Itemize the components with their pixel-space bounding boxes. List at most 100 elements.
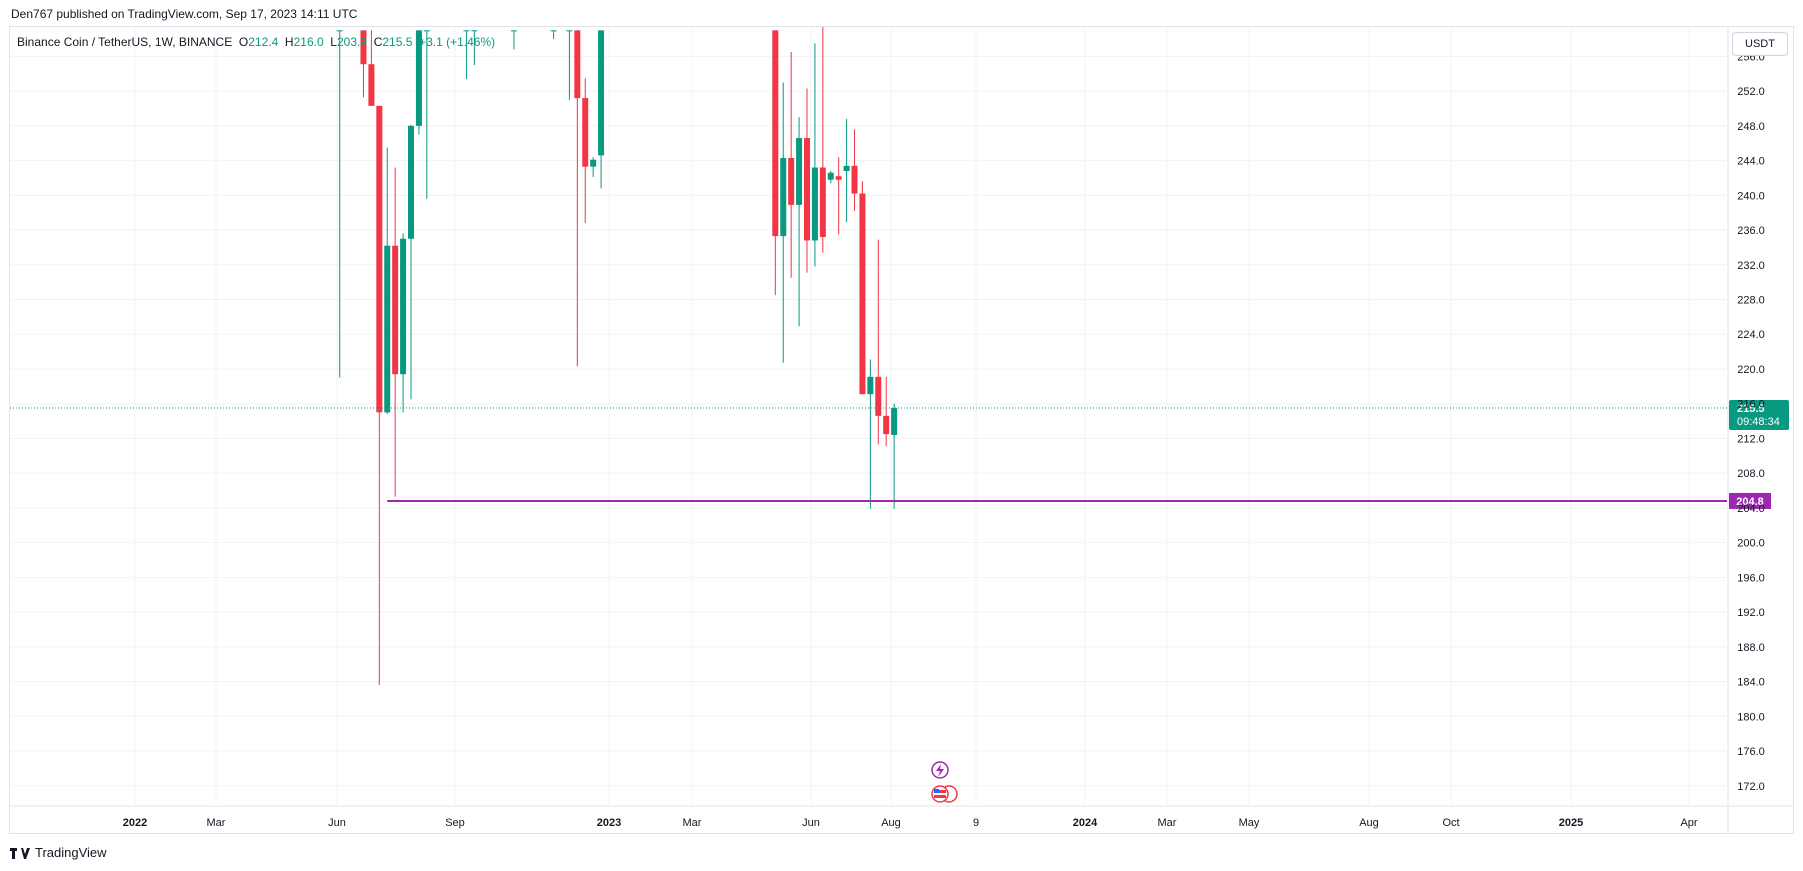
candle-body	[891, 408, 898, 435]
candle-body	[851, 165, 858, 194]
candle-body	[883, 415, 890, 435]
x-tick-label: Aug	[1359, 817, 1379, 829]
y-tick-label: 172.0	[1737, 781, 1765, 793]
candle-body	[590, 159, 597, 167]
x-tick-label: 9	[973, 817, 979, 829]
candle-body	[574, 30, 581, 99]
y-tick-label: 236.0	[1737, 225, 1765, 237]
y-tick-label: 196.0	[1737, 572, 1765, 584]
flag-canton	[934, 789, 939, 793]
last-price-tag	[1729, 400, 1789, 431]
y-tick-label: 212.0	[1737, 433, 1765, 445]
currency-button[interactable]: USDT	[1732, 32, 1788, 56]
brand-footer[interactable]: TradingView	[9, 845, 107, 860]
low-label: L	[330, 35, 337, 49]
horizontal-level: 204.8 215.509:48:34	[10, 400, 1789, 509]
candle-body	[875, 376, 882, 416]
candle-body	[827, 172, 834, 180]
x-tick-label: Mar	[207, 817, 226, 829]
x-tick-label: 2025	[1559, 817, 1583, 829]
candle-body	[867, 376, 874, 395]
brand-name: TradingView	[35, 845, 107, 860]
y-tick-label: 232.0	[1737, 260, 1765, 272]
x-tick-label: Mar	[1158, 817, 1177, 829]
x-tick-label: Aug	[881, 817, 901, 829]
y-tick-label: 248.0	[1737, 121, 1765, 133]
y-tick-label: 220.0	[1737, 364, 1765, 376]
x-tick-label: Sep	[445, 817, 465, 829]
candle-body	[423, 30, 430, 32]
y-tick-label: 240.0	[1737, 190, 1765, 202]
high-value: 216.0	[293, 35, 324, 49]
candle-body	[336, 30, 343, 32]
chart-frame[interactable]	[9, 26, 1794, 834]
grid-lines	[10, 27, 1727, 804]
x-tick-label: Mar	[683, 817, 702, 829]
close-value: 215.5	[382, 35, 413, 49]
candle-body	[384, 245, 391, 413]
candle-body	[772, 30, 779, 237]
y-tick-label: 252.0	[1737, 86, 1765, 98]
x-tick-label: Jun	[328, 817, 346, 829]
candle-body	[835, 176, 842, 180]
candle-body	[360, 30, 367, 65]
low-value: 203.9	[336, 35, 368, 49]
level-price-label: 204.8	[1736, 496, 1764, 508]
publish-info: Den767 published on TradingView.com, Sep…	[11, 7, 358, 21]
candle-body	[510, 30, 517, 32]
candle-body	[400, 238, 407, 375]
y-tick-label: 204.0	[1737, 503, 1765, 515]
x-tick-label: 2022	[123, 817, 147, 829]
tradingview-logo-icon	[10, 847, 30, 859]
us-flag-icon	[931, 785, 949, 803]
candle-body	[582, 98, 589, 167]
candle-body	[415, 30, 422, 126]
level-price-tag	[1729, 492, 1771, 509]
candle-body	[463, 30, 470, 32]
candle-body	[566, 30, 573, 32]
candle-body	[408, 125, 414, 239]
y-tick-label: 228.0	[1737, 295, 1765, 307]
candles	[336, 27, 898, 686]
y-tick-label: 180.0	[1737, 711, 1765, 723]
candle-body	[804, 138, 810, 241]
y-tick-label: 244.0	[1737, 156, 1765, 168]
y-tick-label: 224.0	[1737, 329, 1765, 341]
candle-body	[788, 157, 795, 205]
x-tick-label: 2023	[597, 817, 621, 829]
candle-body	[780, 157, 787, 237]
candle-body	[376, 105, 383, 413]
candle-body	[796, 138, 803, 205]
y-tick-label: 192.0	[1737, 607, 1765, 619]
candle-body	[843, 165, 850, 172]
x-tick-label: Oct	[1442, 817, 1459, 829]
x-tick-label: Jun	[802, 817, 820, 829]
high-label: H	[284, 35, 294, 49]
last-price-label: 215.5	[1737, 403, 1765, 415]
event-markers	[931, 761, 958, 803]
x-tick-label: May	[1239, 817, 1260, 829]
change-value: +3.1 (+1.46%)	[419, 35, 496, 49]
candle-body	[392, 245, 399, 375]
candle-body	[811, 167, 818, 241]
candle-body	[471, 30, 478, 32]
y-tick-label: 188.0	[1737, 642, 1765, 654]
y-tick-label: 216.0	[1737, 399, 1765, 411]
open-label: O	[238, 35, 249, 49]
symbol-title: Binance Coin / TetherUS, 1W, BINANCE	[17, 35, 233, 49]
y-tick-label: 176.0	[1737, 746, 1765, 758]
symbol-legend: Binance Coin / TetherUS, 1W, BINANCE O21…	[17, 35, 495, 49]
candle-body	[368, 64, 375, 106]
time-axis: 2022 Mar Jun Sep 2023 Mar Jun Aug 9 2024 Mar May Aug…	[10, 805, 1793, 829]
lightning-glyph	[936, 764, 944, 777]
candle-body	[859, 193, 866, 395]
candle-body	[598, 30, 605, 156]
y-tick-label: 200.0	[1737, 538, 1765, 550]
x-tick-label: Apr	[1680, 817, 1697, 829]
flag-stripe	[934, 790, 946, 793]
open-value: 212.4	[248, 35, 279, 49]
y-tick-label: 184.0	[1737, 677, 1765, 689]
y-tick-label: 208.0	[1737, 468, 1765, 480]
candle-body	[550, 30, 557, 32]
